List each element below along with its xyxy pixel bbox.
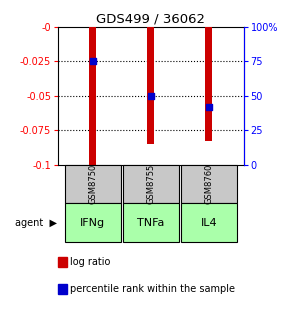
Text: IL4: IL4	[200, 218, 217, 227]
Bar	[123, 203, 179, 242]
Title: GDS499 / 36062: GDS499 / 36062	[96, 13, 205, 26]
Bar	[65, 165, 121, 203]
Bar	[181, 203, 237, 242]
Bar	[123, 165, 179, 203]
Text: GSM8755: GSM8755	[146, 164, 155, 204]
Text: GSM8750: GSM8750	[88, 164, 97, 204]
Bar	[181, 165, 237, 203]
Text: log ratio: log ratio	[70, 257, 110, 267]
Point	[148, 93, 153, 98]
Point	[90, 59, 95, 64]
Point	[206, 104, 211, 110]
Text: percentile rank within the sample: percentile rank within the sample	[70, 284, 235, 294]
Bar	[65, 203, 121, 242]
Bar	[89, 27, 96, 165]
Bar	[147, 27, 154, 144]
Text: agent  ▶: agent ▶	[15, 218, 57, 227]
Text: TNFa: TNFa	[137, 218, 164, 227]
Text: GSM8760: GSM8760	[204, 164, 213, 204]
Bar	[205, 27, 212, 141]
Text: IFNg: IFNg	[80, 218, 105, 227]
